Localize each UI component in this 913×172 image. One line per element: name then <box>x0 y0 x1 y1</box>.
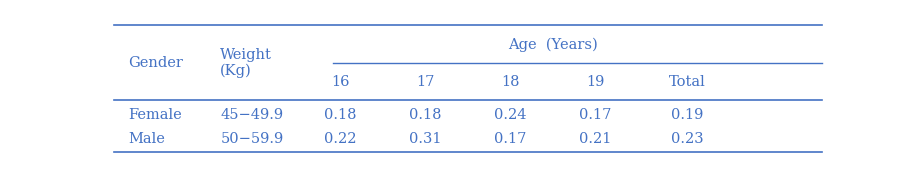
Text: Female: Female <box>128 108 182 122</box>
Text: 0.17: 0.17 <box>494 132 527 146</box>
Text: Male: Male <box>128 132 165 146</box>
Text: Weight
(Kg): Weight (Kg) <box>220 48 272 78</box>
Text: 45−49.9: 45−49.9 <box>220 108 283 122</box>
Text: 0.18: 0.18 <box>409 108 442 122</box>
Text: 0.31: 0.31 <box>409 132 442 146</box>
Text: 16: 16 <box>331 75 350 89</box>
Text: 0.23: 0.23 <box>671 132 704 146</box>
Text: Total: Total <box>669 75 706 89</box>
Text: 0.21: 0.21 <box>579 132 612 146</box>
Text: 0.17: 0.17 <box>579 108 612 122</box>
Text: 0.24: 0.24 <box>494 108 527 122</box>
Text: Gender: Gender <box>128 56 184 70</box>
Text: 19: 19 <box>586 75 604 89</box>
Text: 18: 18 <box>501 75 519 89</box>
Text: 17: 17 <box>416 75 435 89</box>
Text: 0.19: 0.19 <box>671 108 703 122</box>
Text: Age  (Years): Age (Years) <box>508 37 598 52</box>
Text: 0.18: 0.18 <box>324 108 357 122</box>
Text: 50−59.9: 50−59.9 <box>220 132 284 146</box>
Text: 0.22: 0.22 <box>324 132 357 146</box>
